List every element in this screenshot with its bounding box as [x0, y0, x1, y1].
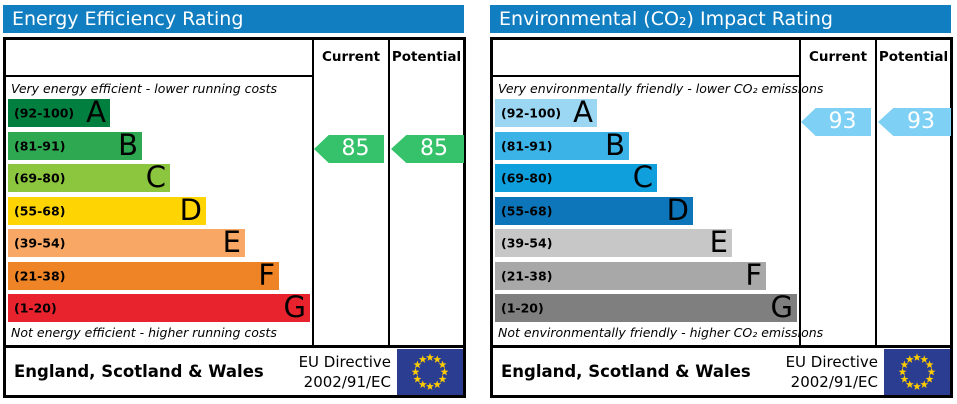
potential-rating-value: 85 [420, 136, 448, 161]
potential-rating-value: 93 [907, 109, 935, 134]
rating-band-A: (92-100) A [495, 95, 597, 129]
band-range-label: (92-100) [14, 105, 75, 121]
current-rating-arrow: 93 [801, 108, 871, 136]
band-range-label: (81-91) [14, 138, 66, 154]
band-range-label: (39-54) [501, 235, 553, 251]
potential-column-divider [388, 40, 390, 345]
band-range-label: (55-68) [14, 203, 66, 219]
band-letter: E [222, 225, 241, 259]
band-range-label: (69-80) [14, 170, 66, 186]
potential-rating-arrow: 85 [391, 135, 464, 163]
rating-panel-environmental-co2-impact: Environmental (CO₂) Impact Rating Curren… [490, 0, 953, 404]
top-note: Very environmentally friendly - lower CO… [498, 81, 824, 96]
header-underline [493, 75, 799, 77]
band-letter: A [573, 95, 593, 129]
band-range-label: (21-38) [501, 268, 553, 284]
band-letter: D [666, 193, 689, 227]
panel-title-bar: Energy Efficiency Rating [3, 5, 464, 33]
band-letter: C [145, 160, 166, 194]
panel-title-bar: Environmental (CO₂) Impact Rating [490, 5, 951, 33]
current-rating-value: 85 [341, 136, 370, 161]
rating-band-F: (21-38) F [8, 258, 279, 292]
bottom-note: Not energy efficient - higher running co… [11, 325, 277, 340]
eu-directive-label: EU Directive 2002/91/EC [785, 352, 878, 391]
rating-panel-energy-efficiency: Energy Efficiency Rating Current Potenti… [3, 0, 466, 404]
current-rating-arrow: 85 [314, 135, 384, 163]
band-range-label: (69-80) [501, 170, 553, 186]
band-letter: E [709, 225, 728, 259]
rating-band-A: (92-100) A [8, 95, 110, 129]
bottom-note: Not environmentally friendly - higher CO… [498, 325, 824, 340]
rating-band-C: (69-80) C [495, 160, 657, 194]
potential-column-header: Potential [391, 49, 462, 65]
footer-separator [6, 345, 463, 348]
band-letter: F [258, 258, 275, 292]
region-label: England, Scotland & Wales [501, 362, 751, 381]
top-note: Very energy efficient - lower running co… [11, 81, 278, 96]
band-letter: A [86, 95, 106, 129]
eu-directive-label: EU Directive 2002/91/EC [298, 352, 391, 391]
band-letter: F [745, 258, 762, 292]
band-letter: B [605, 128, 625, 162]
current-column-divider [312, 40, 314, 345]
rating-band-D: (55-68) D [495, 193, 693, 227]
current-column-header: Current [808, 49, 868, 65]
band-range-label: (55-68) [501, 203, 553, 219]
current-column-header: Current [321, 49, 381, 65]
band-range-label: (1-20) [14, 300, 57, 316]
band-range-label: (81-91) [501, 138, 553, 154]
potential-column-divider [875, 40, 877, 345]
header-underline [6, 75, 312, 77]
current-rating-value: 93 [828, 109, 857, 134]
rating-band-E: (39-54) E [8, 225, 245, 259]
rating-band-D: (55-68) D [8, 193, 206, 227]
rating-band-F: (21-38) F [495, 258, 766, 292]
potential-column-header: Potential [878, 49, 949, 65]
band-range-label: (39-54) [14, 235, 66, 251]
rating-band-G: (1-20) G [8, 290, 310, 324]
band-range-label: (21-38) [14, 268, 66, 284]
band-letter: G [770, 290, 793, 324]
rating-band-B: (81-91) B [495, 128, 629, 162]
panel-footer: England, Scotland & Wales EU Directive 20… [493, 348, 950, 395]
current-column-divider [799, 40, 801, 345]
rating-band-E: (39-54) E [495, 225, 732, 259]
panel-title: Environmental (CO₂) Impact Rating [499, 8, 833, 30]
rating-band-C: (69-80) C [8, 160, 170, 194]
rating-band-G: (1-20) G [495, 290, 797, 324]
rating-band-B: (81-91) B [8, 128, 142, 162]
potential-rating-arrow: 93 [878, 108, 951, 136]
band-range-label: (92-100) [501, 105, 562, 121]
panel-title: Energy Efficiency Rating [12, 8, 244, 30]
band-range-label: (1-20) [501, 300, 544, 316]
band-letter: C [632, 160, 653, 194]
panel-footer: England, Scotland & Wales EU Directive 20… [6, 348, 463, 395]
footer-separator [493, 345, 950, 348]
band-letter: G [283, 290, 306, 324]
region-label: England, Scotland & Wales [14, 362, 264, 381]
band-letter: D [179, 193, 202, 227]
eu-flag-icon [397, 348, 463, 395]
band-letter: B [118, 128, 138, 162]
eu-flag-icon [884, 348, 950, 395]
